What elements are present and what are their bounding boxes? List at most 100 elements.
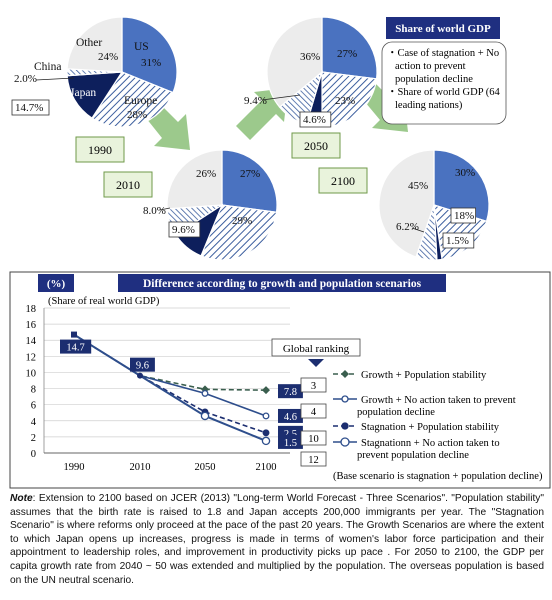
pie-label-other-1990: 24% (98, 51, 118, 63)
pie-slice-us-2010 (221, 149, 278, 213)
rank-box (300, 430, 327, 446)
leader-line (261, 94, 301, 101)
pie-slice-europe-2010 (200, 204, 278, 261)
rank-value: 4 (311, 407, 317, 418)
share-banner-title: Share of world GDP (395, 23, 491, 35)
x-tick-label: 1990 (64, 462, 85, 473)
arrow-1990-2010 (146, 104, 190, 150)
y-axis-label: (%) (47, 278, 66, 290)
pie-label-us-1990: 31% (141, 57, 161, 69)
pie-label-box-japan-2010 (168, 221, 201, 238)
year-box-1990: 1990 (75, 136, 125, 163)
pie-panel: 31% 28% 14.7% 2.0% 24% US Europe Japan China Othe… (11, 16, 507, 261)
pie-label-japan-1990: 14.7% (15, 102, 43, 114)
share-legend-item-2: ・Share of world GDP (64 leading nations) (387, 87, 501, 111)
share-legend-item-1: ・Case of stagnation + No action to preven… (387, 48, 499, 85)
y-tick-label: 0 (31, 449, 36, 460)
global-ranking: Global ranking 3 4 10 12 (271, 338, 361, 467)
series-point-4 (261, 436, 271, 446)
year-box-2100: 2100 (318, 167, 368, 194)
line-legend: Growth + Population stability Growth + No… (333, 370, 543, 482)
pie-name-europe: Europe (124, 95, 157, 107)
pie-label-china-1990: 2.0% (14, 73, 37, 85)
legend-label: Growth + No action taken to prevent popul… (357, 395, 516, 418)
series-point-2 (262, 412, 270, 420)
pie-label-us-2100: 30% (455, 167, 475, 179)
series-point-2010 (137, 372, 143, 379)
pie-slice-europe-1990 (91, 71, 174, 128)
pie-slice-other-2050 (266, 16, 323, 108)
x-tick-label: 2010 (130, 462, 151, 473)
footnote: Note: Extension to 2100 based on JCER (2… (10, 492, 544, 587)
y-tick-label: 2 (31, 433, 36, 444)
pie-label-other-2050: 36% (300, 51, 320, 63)
data-label-box (130, 357, 155, 372)
pie-slice-japan-1990 (66, 71, 124, 119)
pie-label-box-europe-2100 (450, 207, 477, 224)
series-point-3 (262, 429, 270, 437)
chart-title-banner: Difference according to growth and popul… (118, 274, 446, 292)
series-line-2 (73, 333, 267, 417)
legend-note: (Base scenario is stagnation + populatio… (333, 471, 543, 482)
pie-slice-other-2010 (166, 149, 223, 210)
year-box-2010: 2010 (103, 171, 153, 198)
leader-line (159, 207, 171, 211)
line-panel: Difference according to growth and popul… (9, 271, 551, 489)
data-label: 14.7 (66, 343, 84, 354)
leader-line (35, 77, 75, 81)
pie-2050: 27% 23% 4.6% 9.4% 36% (244, 16, 378, 128)
year-box-2050: 2050 (291, 132, 341, 159)
y-tick-label: 10 (26, 368, 37, 379)
legend-label: Stagnationn + No action taken to prevent … (357, 438, 500, 461)
pie-label-japan-2050: 4.6% (303, 114, 326, 126)
legend-label: Growth + Population stability (361, 370, 487, 381)
series-point-4 (200, 411, 210, 421)
y-tick-label: 8 (31, 385, 36, 396)
pie-label-europe-2010: 29% (232, 215, 252, 227)
series-point-1 (262, 386, 270, 395)
pie-label-europe-1990: 28% (127, 109, 147, 121)
data-label: 9.6 (136, 361, 149, 372)
data-label: 1.5 (284, 438, 297, 449)
pie-label-us-2050: 27% (337, 48, 357, 60)
series-point-2 (201, 389, 209, 397)
pie-slice-us-1990 (121, 16, 178, 94)
data-label-box (278, 434, 303, 449)
pie-label-box-japan-2100 (442, 232, 475, 249)
pie-2100: 30% 18% 1.5% 6.2% 45% (378, 149, 490, 261)
pie-label-box-japan-2050 (299, 111, 332, 128)
pie-label-box-japan-1990 (11, 99, 50, 116)
y-tick-label: 16 (26, 320, 37, 331)
series-line-1 (73, 333, 267, 391)
data-label: 4.6 (284, 412, 297, 423)
x-tick-label: 2100 (256, 462, 277, 473)
year-label-2010: 2010 (116, 178, 140, 192)
pie-2010: 27% 29% 9.6% 8.0% 26% (143, 149, 278, 261)
rank-box (300, 451, 327, 467)
pie-label-us-2010: 27% (240, 168, 260, 180)
year-label-2100: 2100 (331, 174, 355, 188)
chart-subtitle: (Share of real world GDP) (48, 296, 160, 307)
pie-label-europe-2050: 23% (335, 95, 355, 107)
series-line-4 (73, 333, 267, 442)
pie-slice-other-2100 (378, 149, 435, 258)
pie-label-china-2050: 9.4% (244, 95, 267, 107)
rank-box (300, 403, 327, 419)
y-tick-label: 4 (31, 417, 37, 428)
year-label-2050: 2050 (304, 139, 328, 153)
year-label-1990: 1990 (88, 143, 112, 157)
y-tick-label: 14 (26, 336, 37, 347)
footnote-text: : Extension to 2100 based on JCER (2013)… (10, 493, 544, 586)
pie-label-other-2010: 26% (196, 168, 216, 180)
pie-label-china-2010: 8.0% (143, 205, 166, 217)
data-label-box (278, 384, 303, 399)
pie-name-us: US (134, 41, 149, 53)
pie-name-japan: Japan (70, 87, 96, 99)
data-label-box (60, 339, 92, 354)
data-label: 7.8 (284, 387, 297, 398)
x-tick-label: 2050 (195, 462, 216, 473)
chart-title: Difference according to growth and popul… (143, 278, 422, 290)
pie-label-other-2100: 45% (408, 180, 428, 192)
pie-1990: 31% 28% 14.7% 2.0% 24% US Europe Japan China Othe… (11, 16, 178, 128)
